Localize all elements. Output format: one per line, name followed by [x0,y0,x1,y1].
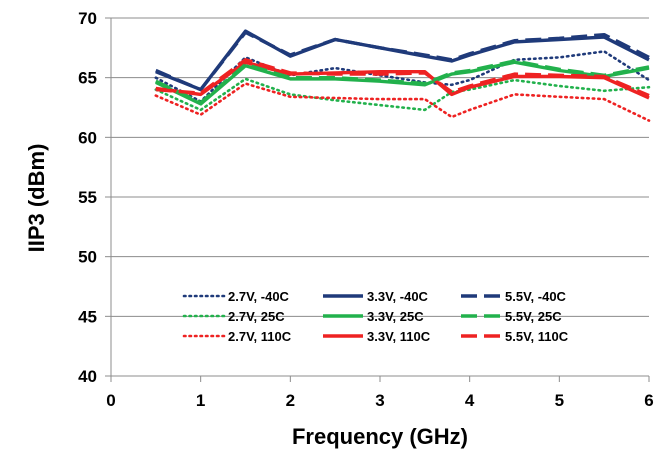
legend-label-3-3v-110c: 3.3V, 110C [367,329,431,344]
legend-label-2-7v-110c: 2.7V, 110C [228,329,292,344]
x-tick-label: 3 [375,391,384,410]
x-tick-label: 1 [196,391,205,410]
series-line-5-5v-110c [155,58,650,98]
series-lines [154,29,651,122]
legend-label-2-7v-40c: 2.7V, -40C [228,289,290,304]
y-tick-label: 45 [78,307,97,326]
y-tick-label: 50 [78,248,97,267]
x-tick-label: 6 [644,391,653,410]
y-tick-label: 40 [78,367,97,386]
series-line-5-5v-25c [155,59,650,105]
series-line-5-5v-40c [155,30,650,92]
legend: 2.7V, -40C 3.3V, -40C 5.5V, -40C 2.7V, 25C 3… [182,289,569,344]
y-tick-label: 55 [78,188,97,207]
x-tick-label: 2 [286,391,295,410]
legend-label-3-3v-40c: 3.3V, -40C [367,289,429,304]
axes [105,17,650,382]
legend-label-3-3v-25c: 3.3V, 25C [367,309,424,324]
gridlines [111,17,649,317]
x-tick-label: 5 [555,391,564,410]
x-tick-label: 0 [106,391,115,410]
legend-label-2-7v-25c: 2.7V, 25C [228,309,285,324]
y-tick-label: 60 [78,128,97,147]
x-tick-label: 4 [465,391,475,410]
series-line-2-7v-110c [154,82,651,122]
series-line-2-7v-25c [154,77,651,112]
legend-label-5-5v-25c: 5.5V, 25C [505,309,562,324]
x-axis-title: Frequency (GHz) [292,424,468,449]
legend-label-5-5v-40c: 5.5V, -40C [505,289,567,304]
y-tick-label: 70 [78,9,97,28]
y-tick-label: 65 [78,69,97,88]
legend-label-5-5v-110c: 5.5V, 110C [505,329,569,344]
y-axis-title: IIP3 (dBm) [24,144,49,253]
